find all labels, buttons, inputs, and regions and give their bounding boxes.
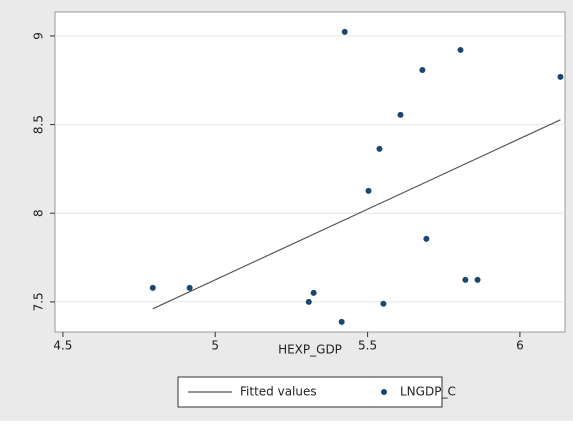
plot-area [54,11,566,333]
x-tick-label: 5.5 [358,339,377,353]
point [423,235,430,242]
point [462,276,469,283]
legend-swatch [381,389,387,395]
y-tick-label: 8.5 [32,115,46,134]
point [397,111,404,118]
point [305,298,312,305]
legend-label: Fitted values [240,385,317,399]
point [419,66,426,73]
point [376,145,383,152]
x-tick-label: 4.5 [53,339,72,353]
y-tick-label: 9 [32,32,46,40]
point [149,284,156,291]
x-axis-label: HEXP_GDP [278,343,342,357]
point [380,300,387,307]
point [338,318,345,325]
fitted-line [152,119,561,310]
y-tick-label: 7.5 [32,292,46,311]
point [186,284,193,291]
legend-label: LNGDP_C [400,385,456,399]
point [557,73,564,80]
x-tick-label: 6 [516,339,524,353]
point [365,187,372,194]
point [310,289,317,296]
y-tick-label: 8 [32,209,46,217]
x-tick-label: 5 [211,339,219,353]
point [474,276,481,283]
point [341,28,348,35]
point [457,46,464,53]
